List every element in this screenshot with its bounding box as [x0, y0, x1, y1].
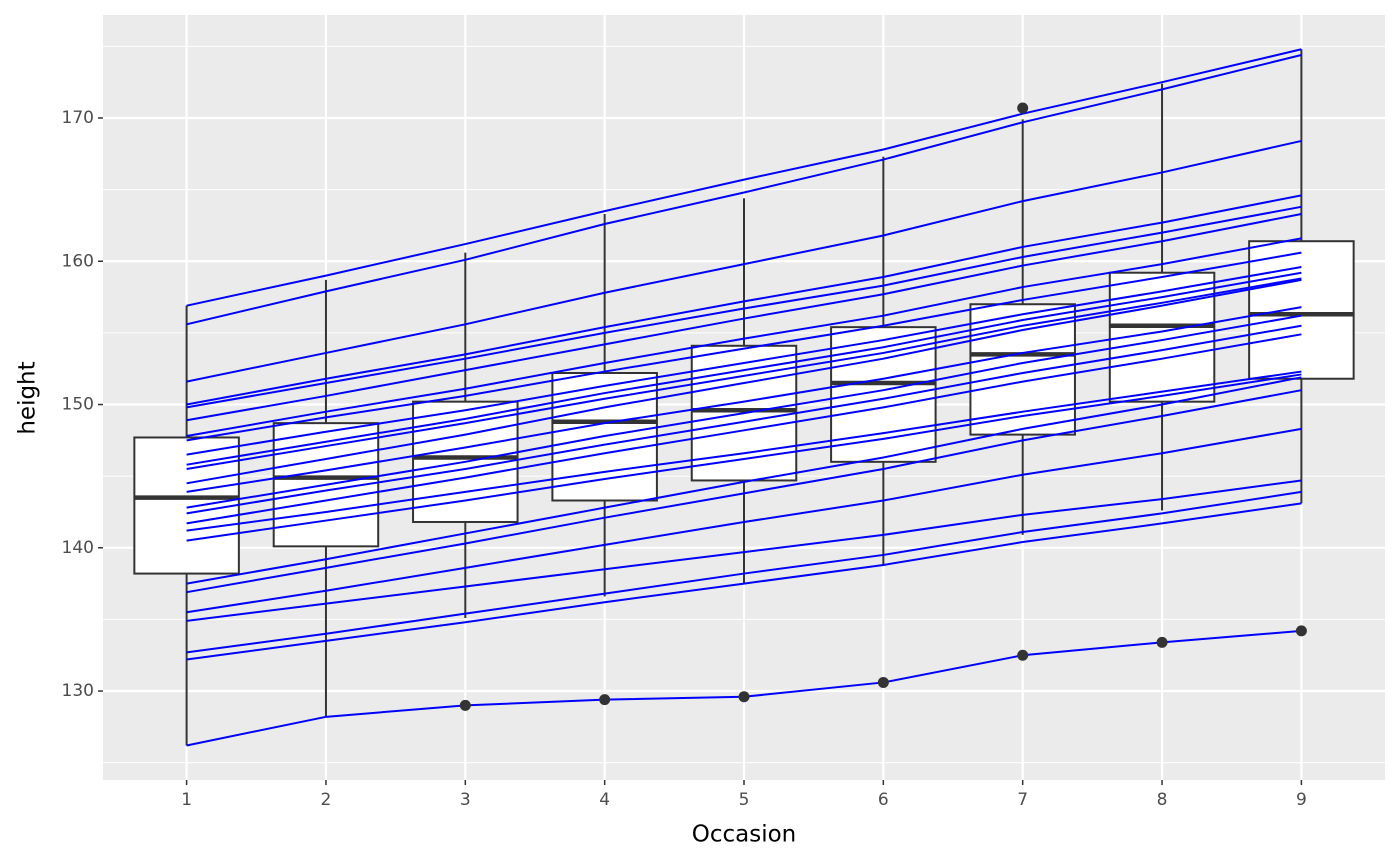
y-tick-label: 140 [62, 538, 94, 558]
outlier [1156, 636, 1168, 648]
x-tick-label: 2 [321, 790, 332, 810]
subject-line [186, 277, 1302, 470]
x-tick-label: 3 [460, 790, 471, 810]
subject-line [186, 48, 1302, 307]
outlier [1017, 102, 1029, 114]
subject-line [186, 251, 1302, 442]
outlier [1017, 649, 1029, 661]
x-tick-label: 1 [181, 790, 192, 810]
subject-line [186, 271, 1302, 466]
box [133, 436, 240, 575]
x-tick-label: 6 [878, 790, 889, 810]
subject-line [186, 490, 1302, 654]
y-tick-label: 160 [62, 251, 94, 271]
x-tick-label: 8 [1157, 790, 1168, 810]
y-tick-label: 130 [62, 681, 94, 701]
subject-line [186, 266, 1302, 456]
y-tick-label: 150 [62, 395, 94, 415]
subject-line [186, 427, 1302, 614]
subject-line [186, 278, 1302, 485]
subject-line [186, 237, 1302, 438]
subject-line [186, 370, 1302, 532]
outlier [459, 699, 471, 711]
outlier [599, 694, 611, 706]
subject-line [186, 314, 1302, 509]
subject-line [186, 376, 1302, 585]
y-axis-title: height [15, 361, 41, 434]
marks [133, 48, 1355, 747]
x-axis-title: Occasion [692, 822, 797, 848]
outlier [738, 691, 750, 703]
outlier [1295, 625, 1307, 637]
subject-line [186, 194, 1302, 406]
subject-line [186, 502, 1302, 661]
subject-line [186, 213, 1302, 422]
subject-line [186, 373, 1302, 542]
x-tick-label: 7 [1017, 790, 1028, 810]
box [1248, 240, 1355, 380]
y-tick-label: 170 [62, 108, 94, 128]
x-tick-label: 9 [1296, 790, 1307, 810]
subject-line [186, 306, 1302, 493]
x-tick-label: 5 [739, 790, 750, 810]
subject-line [186, 139, 1302, 383]
subject-line [186, 479, 1302, 622]
x-tick-label: 4 [599, 790, 610, 810]
subject-line [186, 324, 1302, 515]
subject-line [186, 53, 1302, 326]
subject-line [186, 333, 1302, 525]
outlier [877, 676, 889, 688]
subject-line [186, 205, 1302, 409]
subject-line [186, 389, 1302, 594]
